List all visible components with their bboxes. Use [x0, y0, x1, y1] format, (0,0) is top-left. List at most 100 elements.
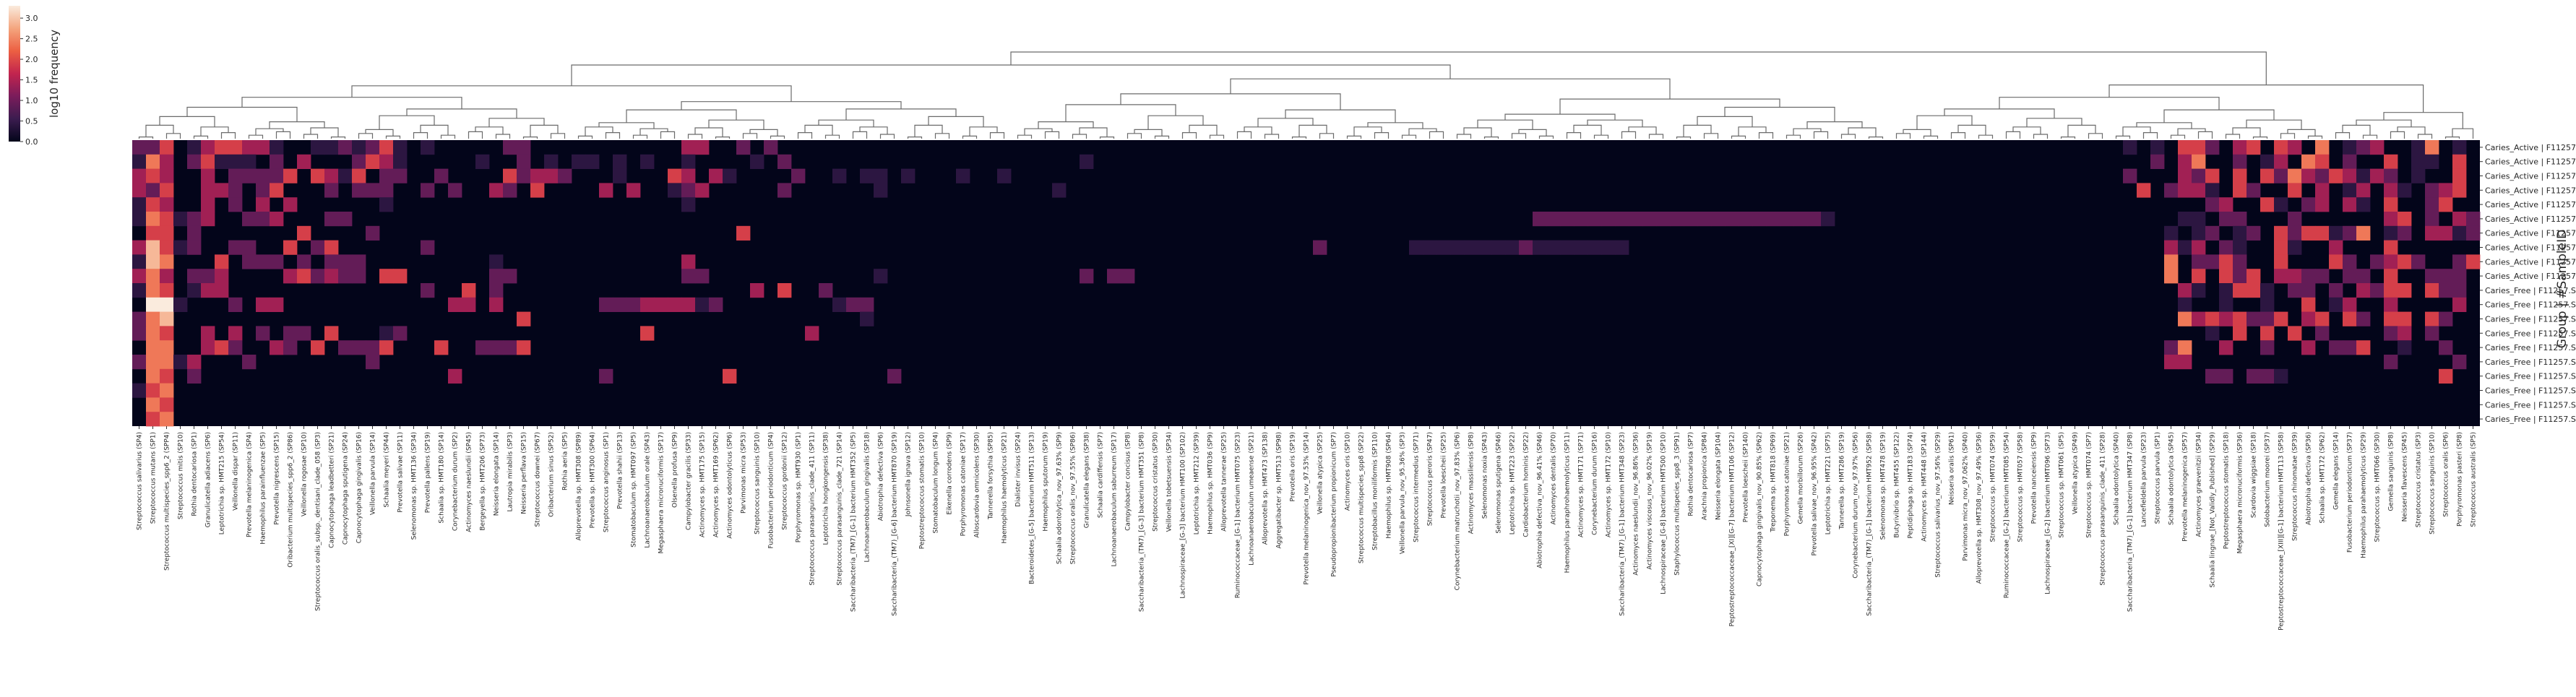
heatmap-cell — [2452, 212, 2467, 227]
heatmap-cell — [2233, 283, 2247, 298]
heatmap-cell — [503, 140, 517, 155]
heatmap-cell — [2288, 168, 2302, 183]
column-label: Schaalia cardiffensis (SP7) — [1098, 432, 1105, 518]
heatmap-cell — [2343, 340, 2357, 355]
dendrogram-link — [1401, 134, 1417, 139]
dendrogram-link — [1566, 132, 1582, 139]
column-label: Eikenella corrodens (SP9) — [947, 432, 954, 515]
column-label: Peptostreptococcaceae_[XI][G-7] bacteriu… — [1729, 432, 1736, 626]
row-labels: Caries_Active | F11257.S20 Caries_Active … — [2480, 143, 2576, 424]
heatmap-cell — [791, 168, 806, 183]
heatmap-cell — [393, 269, 408, 284]
heatmap-cell — [2205, 225, 2220, 241]
heatmap-cell — [2247, 311, 2261, 326]
heatmap-cell — [215, 140, 229, 155]
heatmap-cell — [681, 254, 696, 269]
heatmap-cell — [379, 140, 394, 155]
heatmap-cell — [434, 168, 449, 183]
heatmap-cell — [544, 168, 559, 183]
heatmap-cell — [187, 240, 202, 255]
column-label: Prevotella loescheii (SP25) — [1441, 432, 1448, 518]
heatmap-cell — [228, 140, 243, 155]
column-label: Streptococcus intermedius (SP71) — [1413, 432, 1421, 542]
heatmap-cell — [366, 154, 380, 169]
colorbar-scale — [9, 6, 20, 142]
column-label: Streptococcus australis (SP5) — [2471, 432, 2478, 527]
heatmap-cell — [311, 269, 325, 284]
column-label: Abiotrophia defectiva_nov_96.41% (SP46) — [1537, 432, 1544, 568]
heatmap-cell — [352, 140, 366, 155]
dendrogram-link — [1518, 129, 1547, 137]
dendrogram-link — [660, 131, 676, 139]
heatmap-cell — [2329, 240, 2343, 255]
heatmap-cell — [366, 225, 380, 241]
heatmap-cell — [503, 183, 517, 198]
heatmap-cell — [489, 283, 504, 298]
heatmap-cell — [2233, 212, 2247, 227]
heatmap-cell — [585, 154, 600, 169]
heatmap-cell — [2247, 283, 2261, 298]
dendrogram-link — [687, 134, 703, 139]
heatmap-cell — [201, 154, 215, 169]
heatmap-cell — [1080, 269, 1094, 284]
heatmap-cell — [187, 269, 202, 284]
heatmap-cell — [956, 168, 970, 183]
heatmap-cell — [1711, 212, 1726, 227]
heatmap-cell — [1793, 212, 1808, 227]
heatmap-cell — [2219, 368, 2233, 384]
column-label: Actinomyces sp. HMT175 (SP15) — [699, 432, 707, 537]
column-label: Fusobacterium periodonticum (SP37) — [2347, 432, 2354, 553]
dendrogram-link — [2005, 131, 2021, 139]
heatmap-cell — [1629, 212, 1643, 227]
column-label: Haemophilus parahaemolyticus (SP29) — [2361, 432, 2368, 558]
column-label: Gemella sanguinis (SP8) — [2388, 432, 2395, 511]
dendrogram-link — [1676, 137, 1692, 139]
heatmap-cell — [2315, 140, 2330, 155]
heatmap-cell — [2452, 225, 2467, 241]
heatmap-cell — [695, 183, 710, 198]
column-label: Peptostreptococcaceae_[XIII][G-1] bacter… — [2278, 432, 2286, 631]
heatmap-cell — [2164, 355, 2179, 370]
heatmap-cell — [2315, 311, 2330, 326]
dendrogram-link — [330, 137, 346, 139]
heatmap-cell — [2425, 326, 2439, 341]
heatmap-cell — [2219, 212, 2233, 227]
heatmap-cell — [379, 168, 394, 183]
heatmap-cell — [2205, 197, 2220, 212]
heatmap-cell — [2260, 297, 2275, 312]
heatmap-cell — [1588, 212, 1602, 227]
heatmap-cell — [2329, 168, 2343, 183]
heatmap-cell — [2452, 183, 2467, 198]
heatmap-cell — [393, 154, 408, 169]
column-label: Actinomyces sp. HMT172 (SP10) — [1606, 432, 1613, 537]
heatmap-cell — [2192, 225, 2206, 241]
dendrogram-link — [2197, 131, 2213, 139]
heatmap-cell — [2425, 269, 2439, 284]
dendrogram-link — [1374, 132, 1390, 139]
dendrogram-link — [1463, 127, 1492, 137]
heatmap-cell — [2452, 140, 2467, 155]
heatmap-cell — [2233, 254, 2247, 269]
column-label: Lachnospiraceae_[G-2] bacterium HMT096 (… — [2045, 432, 2052, 594]
heatmap-cell — [2178, 183, 2192, 198]
heatmap-cell — [2425, 183, 2439, 198]
column-label: Schaalia sp. HMT180 (SP14) — [439, 432, 446, 524]
heatmap-cell — [160, 383, 174, 398]
column-label: Oribacterium sinus (SP52) — [548, 432, 556, 517]
heatmap-cell — [1505, 240, 1520, 255]
heatmap-cell — [462, 297, 476, 312]
column-label: Actinomyces massiliensis (SP8) — [1468, 432, 1476, 534]
dendrogram-link — [2033, 134, 2049, 139]
heatmap-cell — [709, 168, 723, 183]
heatmap-cell — [2192, 183, 2206, 198]
heatmap-cell — [2301, 154, 2316, 169]
heatmap-cell — [270, 183, 284, 198]
heatmap-cell — [2178, 240, 2192, 255]
dendrogram-link — [248, 134, 264, 139]
row-label: Caries_Free | F11257.S05 — [2485, 343, 2576, 352]
heatmap-cell — [366, 140, 380, 155]
heatmap-cell — [160, 254, 174, 269]
heatmap-cell — [860, 168, 874, 183]
dendrogram-link — [186, 106, 298, 122]
heatmap-cell — [1588, 240, 1602, 255]
